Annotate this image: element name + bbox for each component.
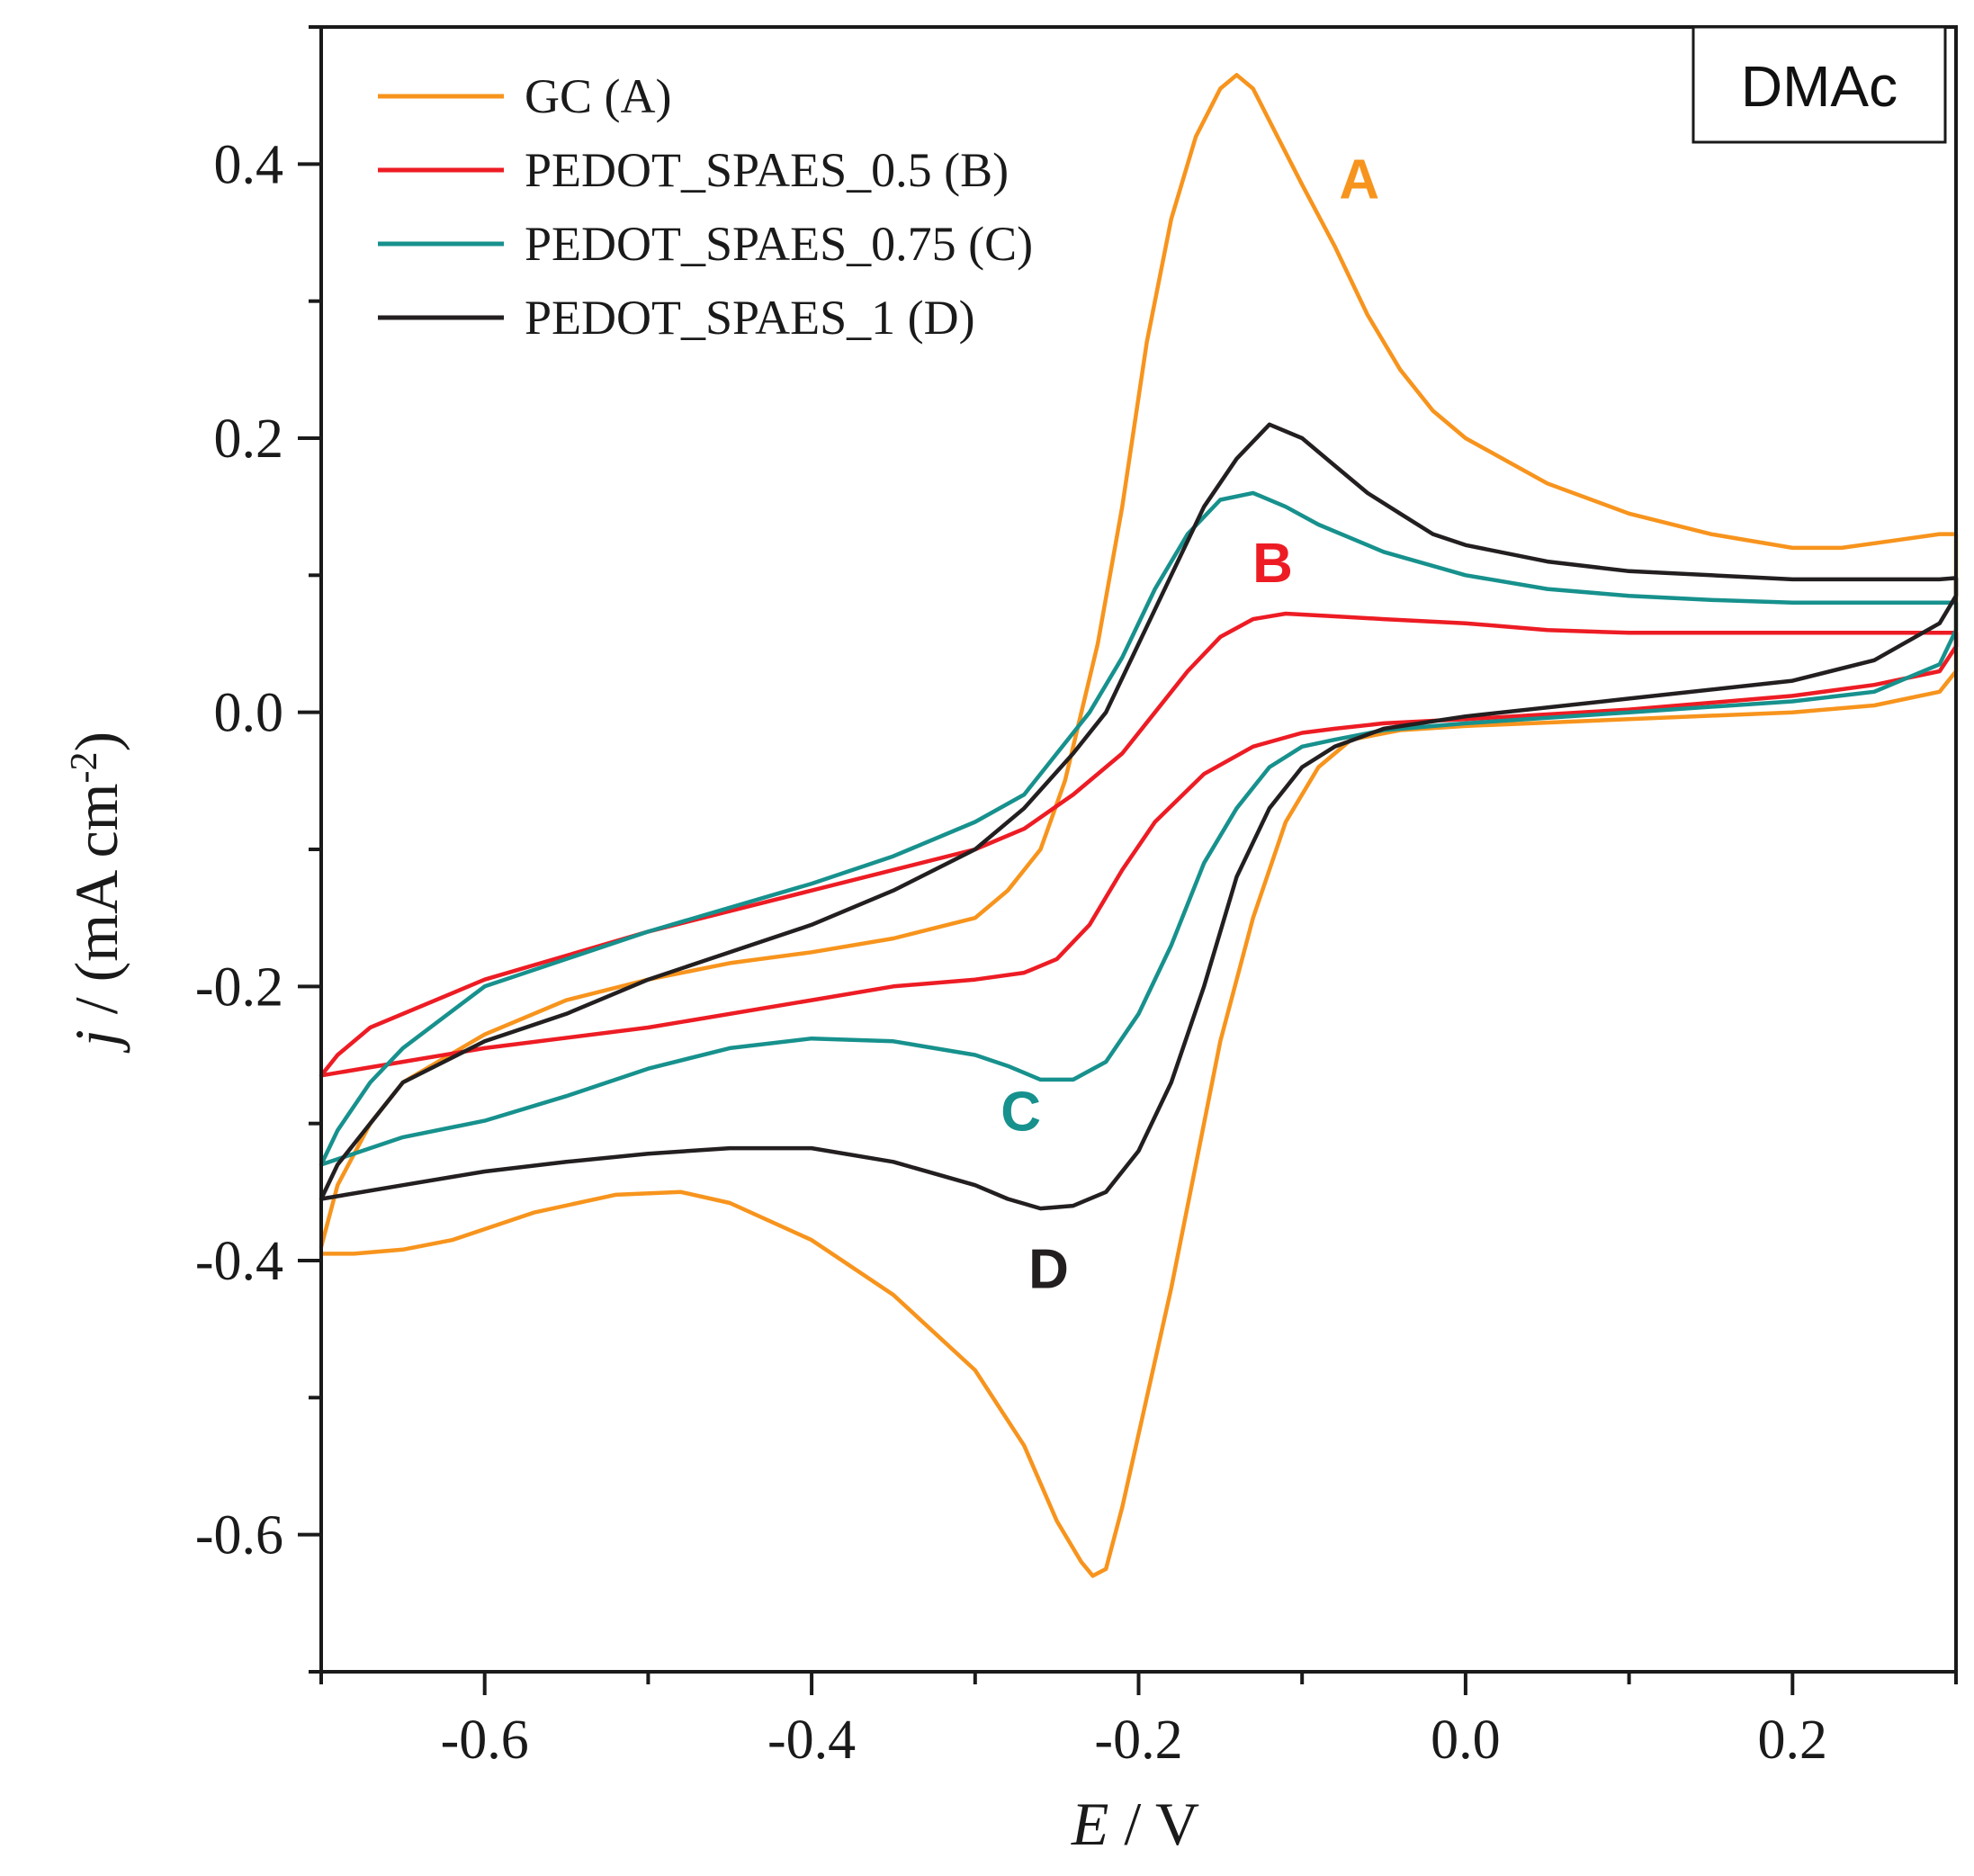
legend-label: PEDOT_SPAES_0.5 (B): [525, 143, 1009, 197]
peak-label-b: B: [1252, 533, 1293, 595]
y-tick-label: -0.2: [195, 956, 283, 1018]
y-tick-label: -0.4: [195, 1231, 283, 1292]
x-tick-label: -0.4: [767, 1710, 856, 1771]
y-tick-label: 0.0: [214, 683, 284, 744]
y-tick-label: -0.6: [195, 1505, 283, 1566]
y-axis-ticks: -0.6 -0.4 -0.2 0.0 0.2 0.4: [195, 25, 321, 1674]
y-axis-title: j / (mA cm-2): [62, 732, 130, 1054]
peak-labels: A B C D: [1000, 148, 1379, 1300]
solvent-label: DMAc: [1741, 54, 1898, 119]
x-tick-label: -0.2: [1094, 1710, 1182, 1771]
y-axis-title-symbol: j: [62, 1029, 130, 1054]
series-line-d: [319, 422, 1959, 1211]
y-axis-title-unit: / (mA cm: [62, 783, 130, 1029]
series-line-a: [319, 73, 1959, 1578]
y-axis-title-close: ): [62, 732, 130, 752]
peak-label-a: A: [1339, 148, 1379, 211]
x-axis-title-symbol: E: [1071, 1790, 1109, 1858]
x-axis-title-unit: / V: [1108, 1790, 1199, 1858]
peak-label-d: D: [1028, 1238, 1069, 1300]
x-axis-ticks: -0.6 -0.4 -0.2 0.0 0.2: [319, 1672, 1958, 1771]
x-axis-title: E / V: [1071, 1790, 1199, 1858]
peak-label-c: C: [1000, 1081, 1041, 1143]
legend: GC (A) PEDOT_SPAES_0.5 (B) PEDOT_SPAES_0.7…: [378, 69, 1033, 345]
legend-label: GC (A): [525, 69, 671, 123]
y-tick-label: 0.4: [214, 134, 284, 195]
series-line-c: [319, 490, 1959, 1167]
x-tick-label: 0.0: [1431, 1710, 1501, 1771]
plot-area-frame: [319, 25, 1958, 1674]
x-tick-label: -0.6: [441, 1710, 529, 1771]
x-tick-label: 0.2: [1758, 1710, 1828, 1771]
y-tick-label: 0.2: [214, 408, 284, 470]
legend-label: PEDOT_SPAES_0.75 (C): [525, 217, 1033, 271]
legend-label: PEDOT_SPAES_1 (D): [525, 291, 975, 345]
y-axis-title-superscript: -2: [64, 751, 105, 783]
solvent-box: DMAc: [1691, 25, 1947, 144]
series-line-b: [319, 611, 1959, 1078]
